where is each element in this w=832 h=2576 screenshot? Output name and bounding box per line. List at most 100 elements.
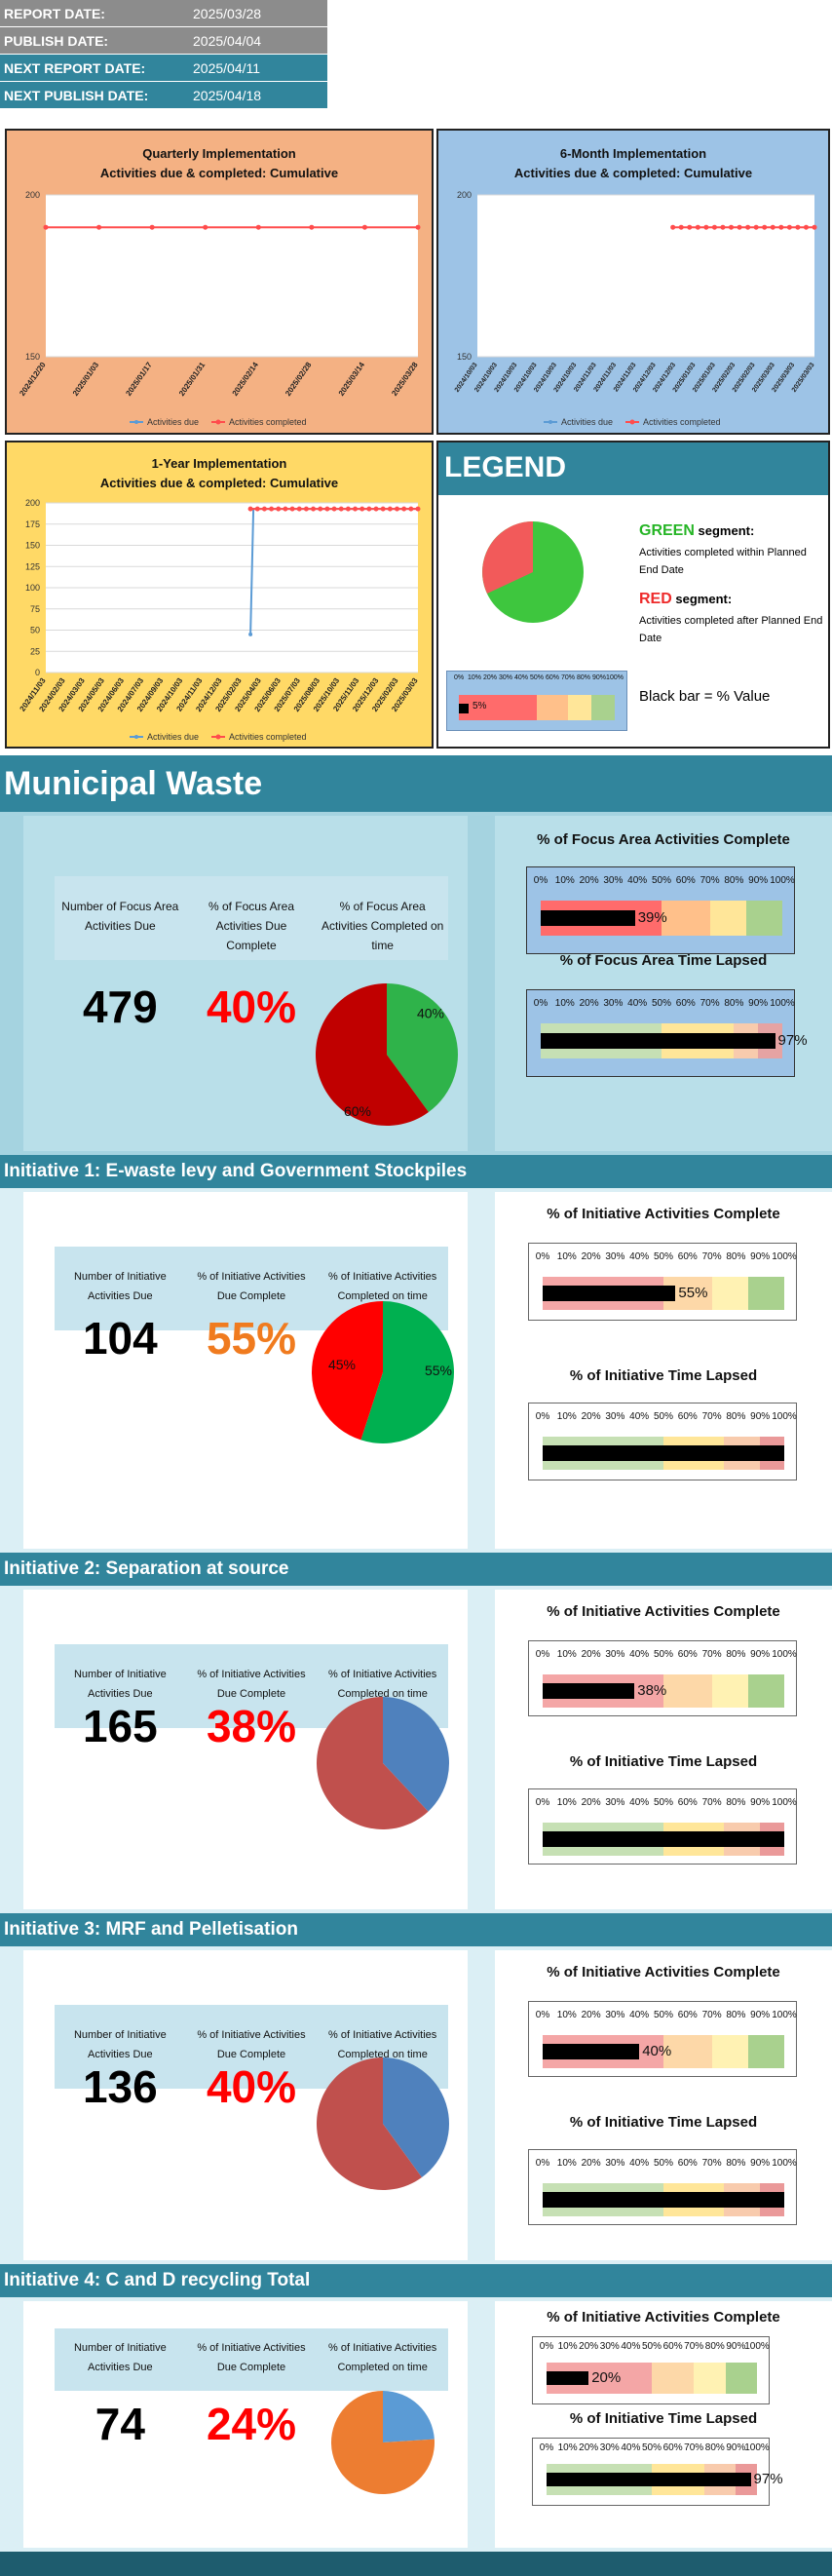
completed-point bbox=[812, 224, 817, 230]
report-date-label: NEXT REPORT DATE: bbox=[4, 60, 146, 76]
kpi-column-header: Number of Initiative Activities Due bbox=[73, 1271, 167, 1302]
kpi-column-header: Number of Initiative Activities Due bbox=[73, 2029, 167, 2060]
completed-point bbox=[203, 224, 208, 230]
plot-area bbox=[46, 195, 418, 357]
x-tick-label: 2025/02/28 bbox=[284, 361, 314, 398]
gauge-tick-label: 50% bbox=[653, 1797, 673, 1808]
legend-due-label: Activities due bbox=[147, 417, 199, 427]
gauge-segment bbox=[725, 2363, 757, 2394]
completed-point bbox=[309, 224, 315, 230]
report-date-row: REPORT DATE: 2025/03/28 bbox=[0, 0, 327, 27]
gauge-tick-label: 100% bbox=[770, 875, 795, 886]
gauge-tick-label: 40% bbox=[629, 1411, 650, 1422]
section-gauge-panel: % of Focus Area Activities Complete 0% 10%… bbox=[495, 816, 832, 1151]
pie-slice-label: 55% bbox=[425, 1363, 452, 1378]
gauge-tick-label: 0% bbox=[535, 1251, 550, 1262]
kpi-column-header: % of Focus Area Activities Completed on … bbox=[321, 900, 444, 952]
y-tick-label: 175 bbox=[25, 519, 40, 529]
completed-point bbox=[737, 224, 742, 230]
completed-point bbox=[296, 506, 302, 512]
gauge-tick-label: 100% bbox=[772, 1411, 797, 1422]
completed-point bbox=[703, 224, 709, 230]
gauge-tick-label: 90% bbox=[748, 998, 769, 1009]
gauge-tick-label: 60% bbox=[677, 1251, 698, 1262]
gauge-value-label: 40% bbox=[642, 2043, 672, 2059]
gauge-tick-label: 70% bbox=[700, 998, 720, 1009]
section-gauge-panel: % of Initiative Activities Complete 0% 10%… bbox=[495, 2301, 832, 2548]
gauge-tick-label: 30% bbox=[603, 998, 624, 1009]
gauge-value-bar bbox=[541, 1033, 775, 1049]
x-tick-label: 2025/03/14 bbox=[337, 361, 367, 398]
completed-point bbox=[359, 506, 365, 512]
chart-legend: Activities due Activities completed bbox=[544, 417, 721, 427]
kpi-column-header: Number of Initiative Activities Due bbox=[73, 2342, 167, 2373]
y-tick-label: 50 bbox=[30, 626, 40, 635]
legend-gauge-value-label: 5% bbox=[473, 701, 487, 711]
completed-point bbox=[678, 224, 684, 230]
gauge-value-bar bbox=[547, 2473, 751, 2486]
municipal-waste-section: Municipal Waste Number of Focus Area Acti… bbox=[0, 755, 832, 1155]
gauge-tick-label: 20% bbox=[581, 1251, 601, 1262]
gauge-tick-label: 90% bbox=[726, 2442, 746, 2453]
y-tick-label: 25 bbox=[30, 646, 40, 656]
y-tick-label: 200 bbox=[25, 498, 40, 508]
gauge-tick-label: 40% bbox=[629, 2158, 650, 2169]
report-date-value: 2025/04/11 bbox=[193, 60, 261, 76]
gauge-tick-label: 40% bbox=[629, 2010, 650, 2020]
gauge-tick-label: 90% bbox=[750, 1411, 771, 1422]
completed-point bbox=[670, 224, 676, 230]
completed-point bbox=[380, 506, 386, 512]
report-date-label: NEXT PUBLISH DATE: bbox=[4, 88, 149, 103]
pie-red-slice bbox=[311, 1301, 383, 1441]
x-tick-label: 2025/01/03 bbox=[71, 361, 101, 398]
gauge-tick-label: 50% bbox=[651, 875, 671, 886]
gauge-tick-label: 20% bbox=[579, 875, 599, 886]
completed-point bbox=[745, 224, 751, 230]
sixmonth-chart-subtitle: Activities due & completed: Cumulative bbox=[513, 166, 753, 180]
report-date-row: NEXT REPORT DATE: 2025/04/11 bbox=[0, 55, 327, 82]
completed-point bbox=[753, 224, 759, 230]
oneyear-chart-title: 1-Year Implementation bbox=[151, 456, 287, 471]
completed-point bbox=[324, 506, 330, 512]
gauge-tick-label: 40% bbox=[627, 875, 648, 886]
legend-gauge-value-bar bbox=[459, 704, 469, 713]
completed-point bbox=[408, 506, 414, 512]
gauge-tick-label: 10% bbox=[557, 2341, 578, 2352]
x-tick-label: 2024/12/20 bbox=[18, 361, 48, 398]
gauge-tick-label: 10% bbox=[556, 1649, 577, 1660]
completed-point bbox=[276, 506, 282, 512]
completed-point bbox=[387, 506, 393, 512]
gauge-tick-label: 80% bbox=[704, 2341, 725, 2352]
completed-point bbox=[803, 224, 809, 230]
gauge-tick-label: 60% bbox=[677, 1797, 698, 1808]
pie-slice-label: 40% bbox=[417, 1006, 444, 1021]
completed-point bbox=[711, 224, 717, 230]
gauge-tick-label: 100% bbox=[744, 2341, 770, 2352]
kpi-column-header: % of Initiative Activities Due Complete bbox=[197, 2342, 306, 2373]
section-banner: Municipal Waste bbox=[0, 755, 832, 812]
section-kpi-panel: Number of Initiative Activities Due % of … bbox=[23, 1590, 468, 1909]
activities-complete-gauge: 0% 10% 20% 30% 40% 50% 60% 70% 80% 90% 100% 40% bbox=[528, 2001, 797, 2077]
completed-point bbox=[366, 506, 372, 512]
section-banner: Initiative 2: Separation at source bbox=[0, 1553, 832, 1586]
gauge-tick-label: 50% bbox=[653, 1251, 673, 1262]
gauge-tick-label: 90% bbox=[750, 2158, 771, 2169]
gauge-tick-label: 70% bbox=[684, 2341, 704, 2352]
legend-gauge-tick: 10% bbox=[467, 674, 481, 681]
gauge-tick-label: 90% bbox=[726, 2341, 746, 2352]
completed-point bbox=[254, 506, 260, 512]
completed-point bbox=[795, 224, 801, 230]
completed-point bbox=[770, 224, 775, 230]
gauge-tick-label: 80% bbox=[726, 1797, 746, 1808]
due-point bbox=[248, 632, 253, 636]
pie-green-slice bbox=[386, 983, 458, 1113]
report-date-value: 2025/04/18 bbox=[193, 88, 262, 103]
gauge-value-label: 38% bbox=[637, 1682, 667, 1699]
completed-point bbox=[338, 506, 344, 512]
quarterly-chart-title: Quarterly Implementation bbox=[142, 146, 296, 161]
chart-legend: Activities due Activities completed bbox=[130, 732, 307, 742]
gauge-segment bbox=[711, 1674, 748, 1708]
initiative-2-section: Initiative 2: Separation at source Number… bbox=[0, 1553, 832, 1913]
y-tick-label: 150 bbox=[25, 352, 40, 362]
